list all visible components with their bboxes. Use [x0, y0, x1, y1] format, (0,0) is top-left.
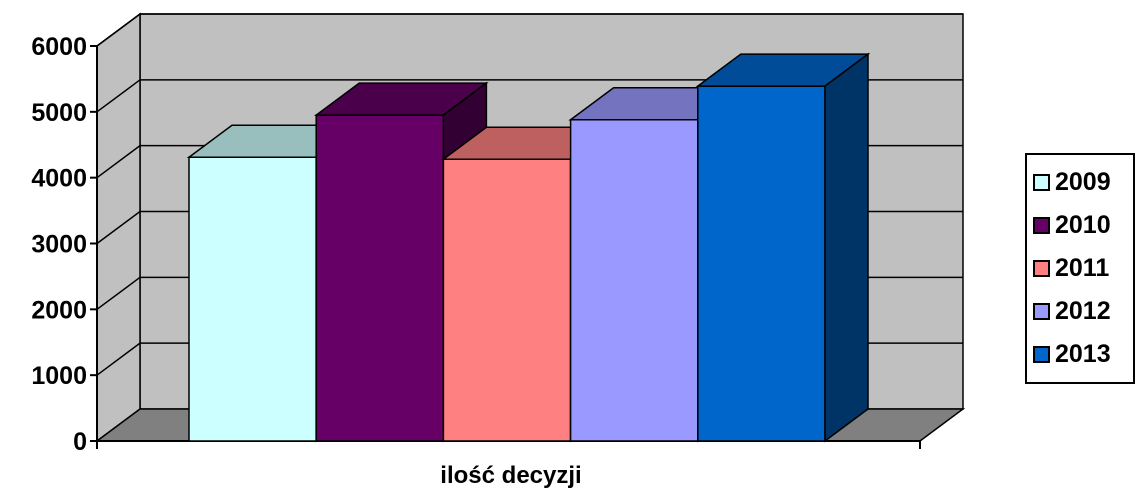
legend-item: 2012: [1033, 290, 1133, 333]
legend-item: 2009: [1033, 161, 1133, 204]
bar-front: [697, 85, 826, 442]
bar-2013: [695, 52, 871, 443]
bar-front: [569, 118, 699, 442]
y-tick-label: 4000: [31, 165, 87, 193]
legend-label: 2010: [1055, 211, 1111, 239]
legend-label: 2011: [1055, 254, 1110, 282]
legend-swatch: [1033, 217, 1050, 234]
y-tick-label: 2000: [31, 296, 87, 324]
y-tick-label: 1000: [31, 362, 87, 390]
bar-side: [824, 52, 869, 443]
legend: 2009 2010 2011 2012 2013: [1025, 153, 1135, 384]
legend-item: 2013: [1033, 333, 1133, 376]
legend-label: 2009: [1055, 168, 1111, 196]
gridline: [96, 79, 963, 113]
y-tick-label: 6000: [31, 33, 87, 61]
x-category-label: ilość decyzji: [440, 462, 581, 489]
legend-swatch: [1033, 174, 1050, 191]
bar-front: [315, 114, 445, 442]
legend-swatch: [1033, 260, 1050, 277]
legend-item: 2010: [1033, 204, 1133, 247]
y-axis: 0 1000 2000 3000 4000 5000 6000: [31, 33, 921, 456]
y-tick-label: 3000: [31, 231, 87, 259]
gridline: [96, 13, 963, 47]
bars: [186, 52, 871, 443]
legend-label: 2013: [1055, 340, 1111, 368]
legend-swatch: [1033, 303, 1050, 320]
legend-item: 2011: [1033, 247, 1133, 290]
legend-swatch: [1033, 346, 1050, 363]
bar-front: [442, 158, 572, 442]
y-tick-label: 5000: [31, 99, 87, 127]
bar-front: [188, 156, 317, 442]
y-tick-label: 0: [73, 428, 87, 456]
legend-label: 2012: [1055, 297, 1111, 325]
